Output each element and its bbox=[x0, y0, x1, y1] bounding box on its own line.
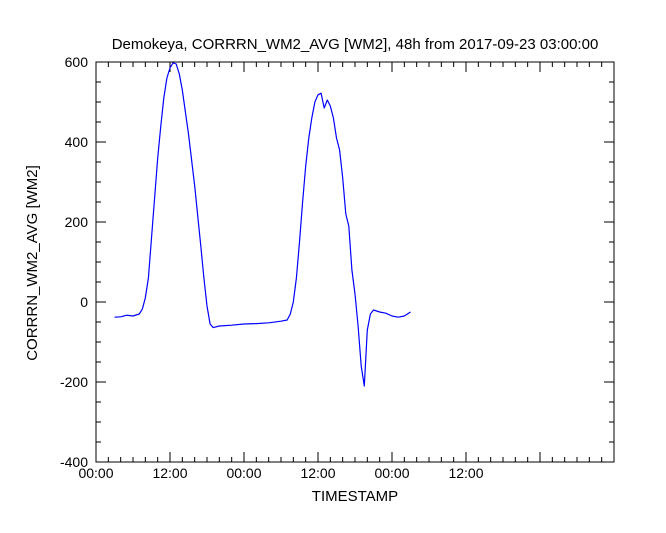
plot-area bbox=[95, 61, 615, 463]
y-tick-label: 600 bbox=[65, 54, 89, 70]
y-tick-label: 200 bbox=[65, 214, 89, 230]
y-tick-label: 400 bbox=[65, 134, 89, 150]
x-axis-label: TIMESTAMP bbox=[312, 488, 398, 505]
y-tick-label: -200 bbox=[60, 374, 88, 390]
x-tick-label: 12:00 bbox=[300, 465, 335, 481]
y-tick-label: 0 bbox=[80, 294, 88, 310]
series-line bbox=[114, 62, 411, 387]
x-tick-label: 00:00 bbox=[374, 465, 409, 481]
y-axis-label: CORRRN_WM2_AVG [WM2] bbox=[24, 165, 41, 361]
x-tick-label: 12:00 bbox=[448, 465, 483, 481]
x-tick-label: 00:00 bbox=[78, 465, 113, 481]
x-tick-label: 00:00 bbox=[226, 465, 261, 481]
x-tick-label: 12:00 bbox=[152, 465, 187, 481]
chart-title: Demokeya, CORRRN_WM2_AVG [WM2], 48h from… bbox=[112, 36, 599, 53]
y-axis: -400 -200 0 200 400 600 bbox=[60, 54, 614, 470]
series-layer bbox=[114, 62, 411, 387]
x-axis: 00:00 12:00 00:00 12:00 00:00 12:00 bbox=[78, 62, 615, 481]
plot-frame bbox=[95, 61, 615, 463]
y-tick-label: -400 bbox=[60, 454, 88, 470]
